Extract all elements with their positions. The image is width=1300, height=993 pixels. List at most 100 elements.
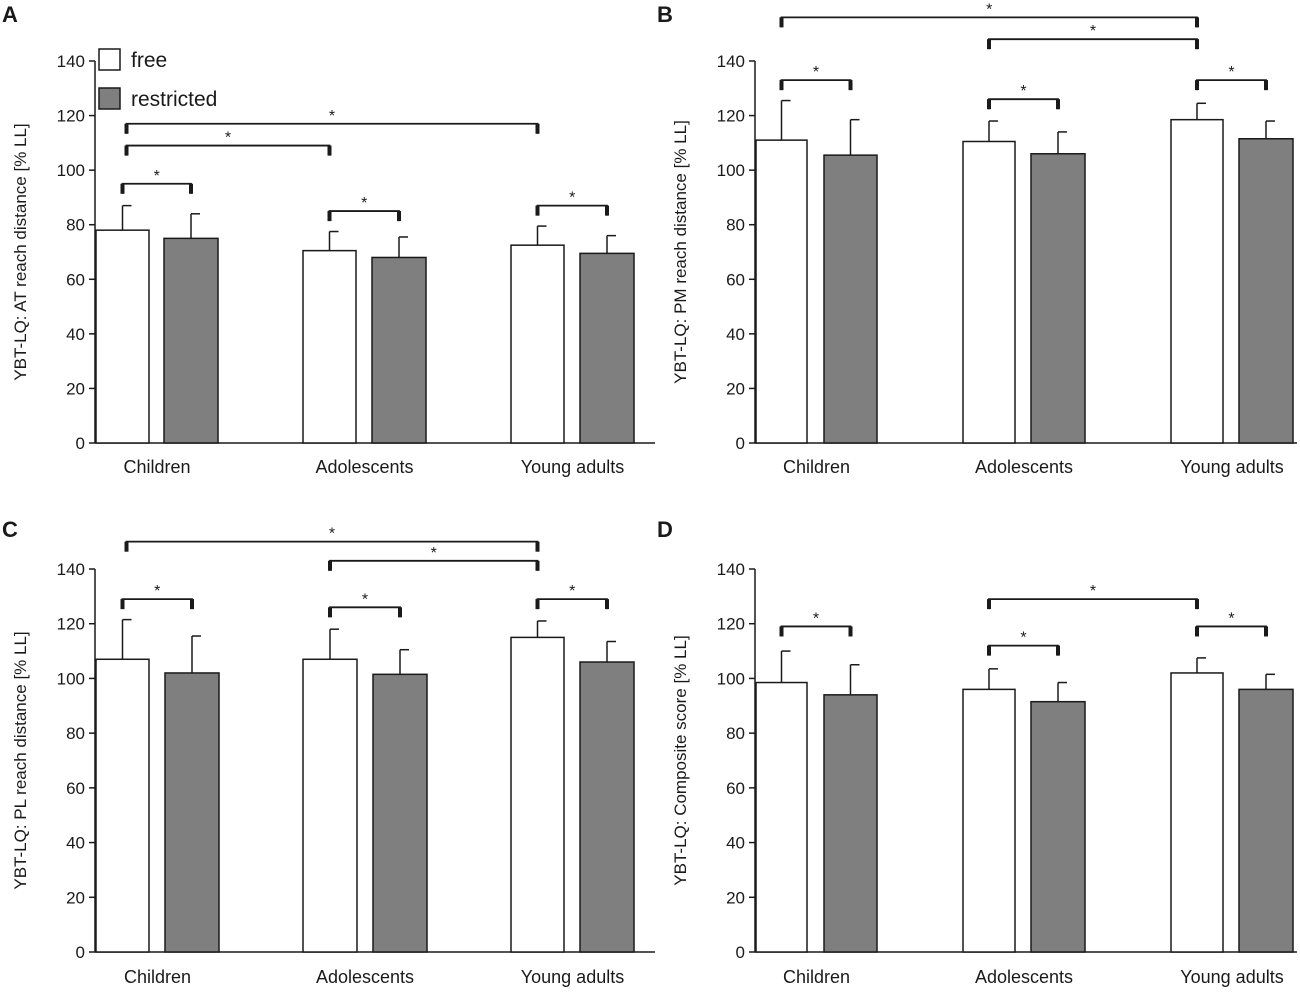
panel-b-bar-free-children <box>755 139 808 444</box>
panel-d-significance-star: * <box>813 610 819 627</box>
panel-d-bar-free-young-adults <box>1170 672 1224 953</box>
panel-d-letter: D <box>657 517 673 542</box>
panel-c-ytick-label: 80 <box>66 724 85 743</box>
panel-b-bar-free-young-adults <box>1170 118 1224 444</box>
panel-a-ytick-label: 40 <box>66 325 85 344</box>
panel-a-bar-free-adolescents <box>302 249 357 444</box>
panel-b-ytick-label: 140 <box>717 52 745 71</box>
panel-a-category-label: Adolescents <box>315 457 413 477</box>
panel-d-category-label: Children <box>783 967 850 987</box>
panel-a-category-label: Young adults <box>521 457 624 477</box>
panel-c: C 0 20 40 60 80 100 120 140 YBT-LQ: PL reach dist… <box>2 517 655 987</box>
panel-c-category-label: Adolescents <box>316 967 414 987</box>
panel-b-bar-restricted-adolescents <box>1030 153 1086 444</box>
panel-b-ytick-label: 80 <box>726 216 745 235</box>
panel-c-bar-free-young-adults <box>510 636 565 953</box>
panel-d: D 0 20 40 60 80 100 120 140 YBT-LQ: Composite sco… <box>657 517 1297 987</box>
panel-c-y-axis-label: YBT-LQ: PL reach distance [% LL] <box>11 631 30 889</box>
panel-c-bar-restricted-children <box>164 672 220 953</box>
panel-c-ytick-label: 100 <box>57 669 85 688</box>
panel-b-category-label: Children <box>783 457 850 477</box>
panel-b-ytick-label: 100 <box>717 161 745 180</box>
panel-d-significance-bracket <box>1196 625 1267 637</box>
panel-d-ytick-label: 80 <box>726 724 745 743</box>
panel-b-bar-restricted-children <box>823 154 878 444</box>
panel-d-ytick-label: 100 <box>717 669 745 688</box>
panel-d-ytick-label: 60 <box>726 779 745 798</box>
panel-c-category-label: Young adults <box>521 967 624 987</box>
panel-a-significance-star: * <box>329 108 335 125</box>
panel-c-ytick-label: 120 <box>57 615 85 634</box>
panel-d-significance-star: * <box>1228 610 1234 627</box>
panel-b-category-label: Young adults <box>1180 457 1283 477</box>
panel-a-significance-bracket <box>125 144 331 156</box>
panel-a-category-label: Children <box>123 457 190 477</box>
panel-d-significance-bracket <box>780 625 852 637</box>
panel-a-letter: A <box>2 2 18 27</box>
panel-d-significance-star: * <box>1090 583 1096 600</box>
panel-d-bar-restricted-young-adults <box>1238 688 1294 953</box>
legend: free restricted <box>98 48 217 111</box>
panel-a-ytick-label: 60 <box>66 270 85 289</box>
panel-d-bar-restricted-adolescents <box>1030 700 1086 953</box>
panel-b-significance-bracket <box>988 38 1198 50</box>
panel-b-significance-star: * <box>1228 64 1234 81</box>
panel-c-category-label: Children <box>124 967 191 987</box>
panel-b-significance-star: * <box>1090 23 1096 40</box>
panel-b-significance-star: * <box>813 64 819 81</box>
legend-label-restricted: restricted <box>131 88 217 111</box>
panel-a-significance-star: * <box>154 168 160 185</box>
panel-a-significance-star: * <box>569 190 575 207</box>
panel-a-bar-restricted-children <box>163 237 219 444</box>
panel-d-ytick-label: 140 <box>717 560 745 579</box>
panel-a-ytick-label: 0 <box>76 434 85 453</box>
panel-b-significance-bracket <box>780 79 852 91</box>
panel-c-significance-star: * <box>362 591 368 608</box>
panel-c-bar-free-children <box>95 658 150 953</box>
panel-d-bar-restricted-children <box>823 694 878 953</box>
panel-a-ytick-label: 100 <box>57 161 85 180</box>
panel-a-significance-bracket <box>125 122 539 134</box>
panel-b-ytick-label: 120 <box>717 107 745 126</box>
panel-b-ytick-label: 40 <box>726 325 745 344</box>
panel-b-significance-bracket <box>1196 79 1267 91</box>
panel-b-category-label: Adolescents <box>975 457 1073 477</box>
panel-c-ytick-label: 0 <box>76 943 85 962</box>
panel-a-bar-free-children <box>95 229 150 444</box>
panel-d-bar-free-children <box>755 681 808 953</box>
panel-d-ytick-label: 20 <box>726 888 745 907</box>
panel-c-significance-star: * <box>569 583 575 600</box>
panel-a-bar-free-young-adults <box>510 244 565 444</box>
panel-c-significance-bracket <box>121 598 193 610</box>
panel-b-ytick-label: 20 <box>726 379 745 398</box>
panel-b: B 0 20 40 60 80 100 120 140 YBT-LQ: PM reach dist… <box>657 1 1297 477</box>
legend-swatch-free <box>98 48 121 71</box>
panel-d-category-label: Adolescents <box>975 967 1073 987</box>
panel-b-significance-star: * <box>986 1 992 18</box>
panel-c-significance-star: * <box>329 526 335 543</box>
panel-a: A 0 20 40 60 80 100 120 140 YBT-LQ: AT reach dist… <box>2 2 655 477</box>
legend-label-free: free <box>131 49 167 72</box>
panel-c-significance-bracket <box>329 606 401 618</box>
panel-b-y-axis-label: YBT-LQ: PM reach distance [% LL] <box>671 120 690 384</box>
panel-c-ytick-label: 40 <box>66 834 85 853</box>
panel-a-significance-bracket <box>121 182 192 194</box>
panel-a-significance-star: * <box>225 130 231 147</box>
panel-b-significance-bracket <box>988 98 1059 110</box>
panel-a-significance-star: * <box>361 195 367 212</box>
panel-a-ytick-label: 20 <box>66 379 85 398</box>
legend-swatch-restricted <box>98 87 121 110</box>
panel-d-significance-bracket <box>988 644 1059 656</box>
panel-c-significance-bracket <box>329 559 539 571</box>
panel-c-bar-restricted-adolescents <box>372 673 428 953</box>
panel-c-significance-bracket <box>536 598 608 610</box>
panel-d-category-label: Young adults <box>1180 967 1283 987</box>
panel-a-y-axis-label: YBT-LQ: AT reach distance [% LL] <box>11 123 30 380</box>
panel-b-ytick-label: 60 <box>726 270 745 289</box>
panel-b-significance-star: * <box>1020 83 1026 100</box>
panel-a-bar-restricted-adolescents <box>371 256 427 444</box>
panel-d-ytick-label: 40 <box>726 834 745 853</box>
panel-b-bar-free-adolescents <box>962 140 1016 444</box>
panel-a-ytick-label: 80 <box>66 216 85 235</box>
